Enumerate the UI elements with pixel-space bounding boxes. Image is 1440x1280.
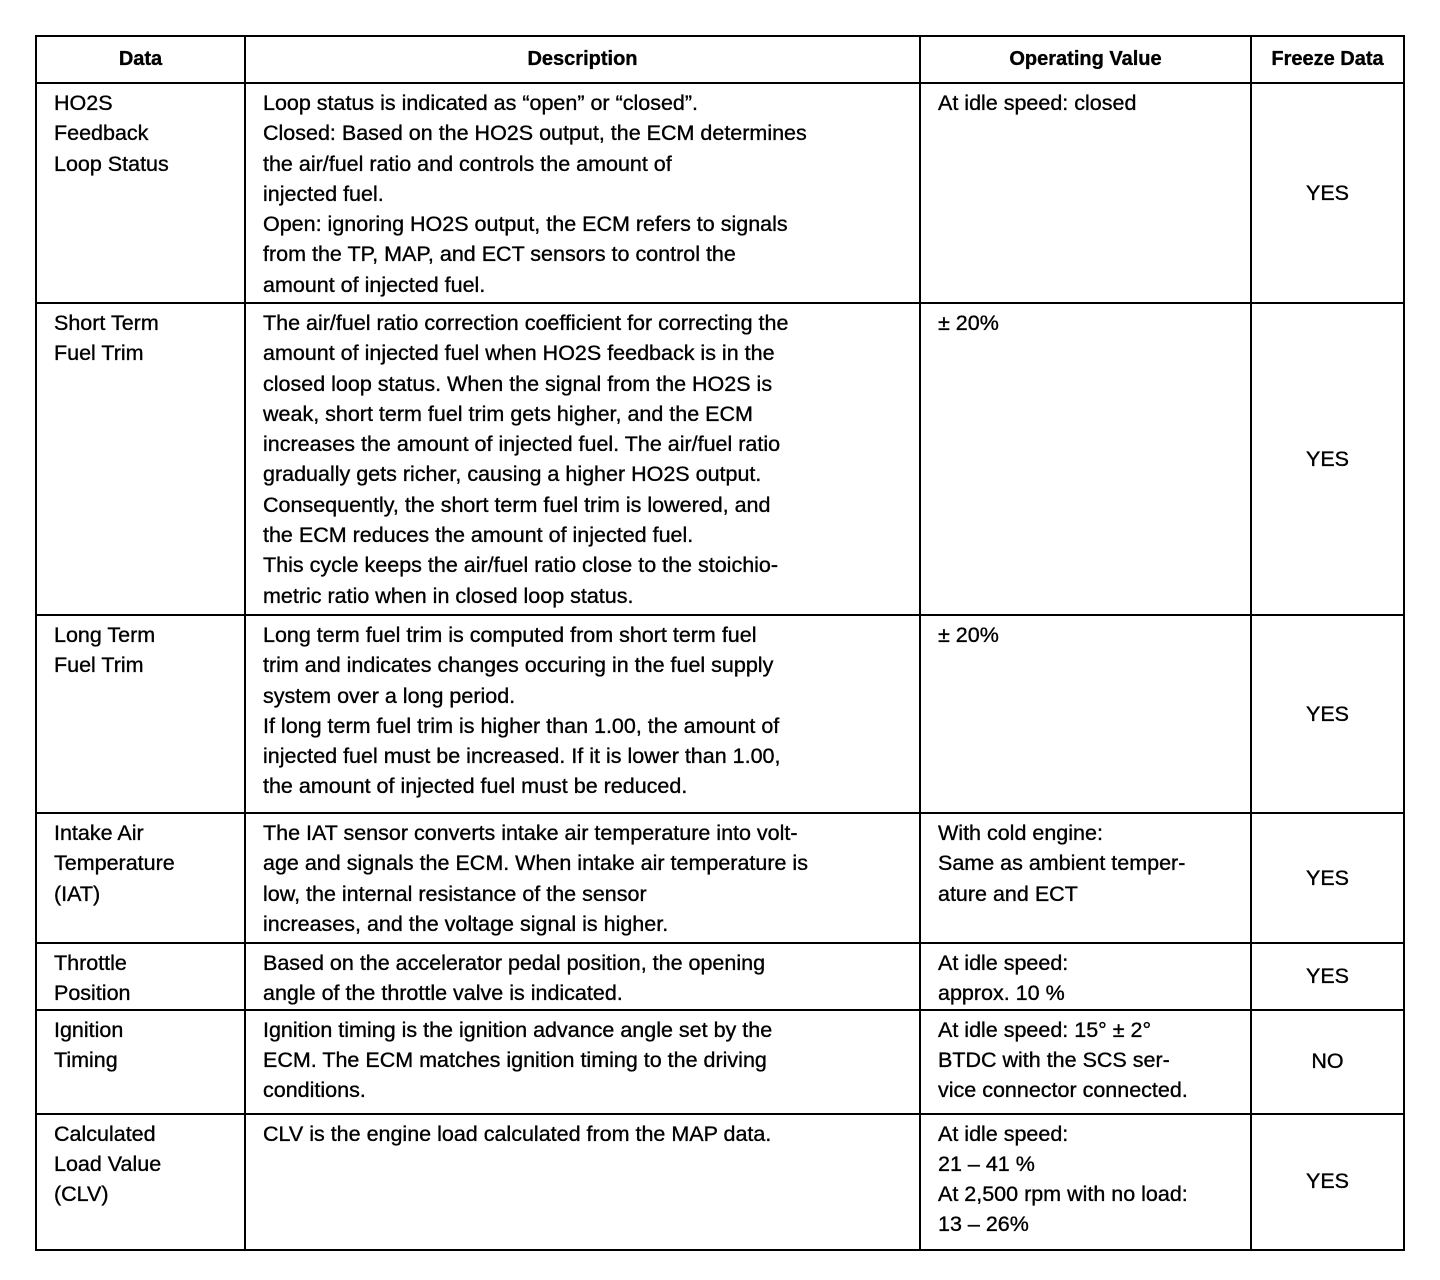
cell-description: The IAT sensor converts intake air tempe… <box>244 812 921 944</box>
cell-freeze-data: YES <box>1250 614 1405 814</box>
cell-freeze-data: YES <box>1250 1112 1405 1251</box>
table-row: Throttle Position Based on the accelerato… <box>35 942 1405 1011</box>
cell-freeze-data: YES <box>1250 812 1405 944</box>
cell-operating-value: At idle speed: 21 – 41 % At 2,500 rpm wi… <box>919 1112 1252 1251</box>
cell-operating-value: With cold engine: Same as ambient temper… <box>919 812 1252 944</box>
cell-description: CLV is the engine load calculated from t… <box>244 1112 921 1251</box>
cell-data: Throttle Position <box>35 942 246 1011</box>
cell-data: Intake Air Temperature (IAT) <box>35 812 246 944</box>
cell-freeze-data: NO <box>1250 1008 1405 1115</box>
header-row: Data Description Operating Value Freeze … <box>35 35 1405 84</box>
cell-operating-value: At idle speed: 15° ± 2° BTDC with the SC… <box>919 1008 1252 1115</box>
cell-operating-value: ± 20% <box>919 302 1252 616</box>
header-data: Data <box>35 35 246 84</box>
table-row: Calculated Load Value (CLV) CLV is the en… <box>35 1112 1405 1251</box>
data-table: Data Description Operating Value Freeze … <box>35 35 1405 1251</box>
cell-description: Ignition timing is the ignition advance … <box>244 1008 921 1115</box>
cell-description: Loop status is indicated as “open” or “c… <box>244 82 921 304</box>
cell-description: Based on the accelerator pedal position,… <box>244 942 921 1011</box>
cell-freeze-data: YES <box>1250 82 1405 304</box>
cell-freeze-data: YES <box>1250 942 1405 1011</box>
table-row: HO2S Feedback Loop Status Loop status is … <box>35 82 1405 304</box>
table-row: Ignition Timing Ignition timing is the ig… <box>35 1008 1405 1115</box>
table-row: Intake Air Temperature (IAT) The IAT sens… <box>35 812 1405 944</box>
table-row: Short Term Fuel Trim The air/fuel ratio c… <box>35 302 1405 616</box>
cell-data: Ignition Timing <box>35 1008 246 1115</box>
header-operating-value: Operating Value <box>919 35 1252 84</box>
cell-description: The air/fuel ratio correction coefficien… <box>244 302 921 616</box>
header-freeze-data: Freeze Data <box>1250 35 1405 84</box>
cell-operating-value: At idle speed: approx. 10 % <box>919 942 1252 1011</box>
header-description: Description <box>244 35 921 84</box>
cell-data: Calculated Load Value (CLV) <box>35 1112 246 1251</box>
cell-data: Long Term Fuel Trim <box>35 614 246 814</box>
cell-data: Short Term Fuel Trim <box>35 302 246 616</box>
cell-freeze-data: YES <box>1250 302 1405 616</box>
cell-description: Long term fuel trim is computed from sho… <box>244 614 921 814</box>
cell-operating-value: ± 20% <box>919 614 1252 814</box>
cell-operating-value: At idle speed: closed <box>919 82 1252 304</box>
table-row: Long Term Fuel Trim Long term fuel trim i… <box>35 614 1405 814</box>
cell-data: HO2S Feedback Loop Status <box>35 82 246 304</box>
